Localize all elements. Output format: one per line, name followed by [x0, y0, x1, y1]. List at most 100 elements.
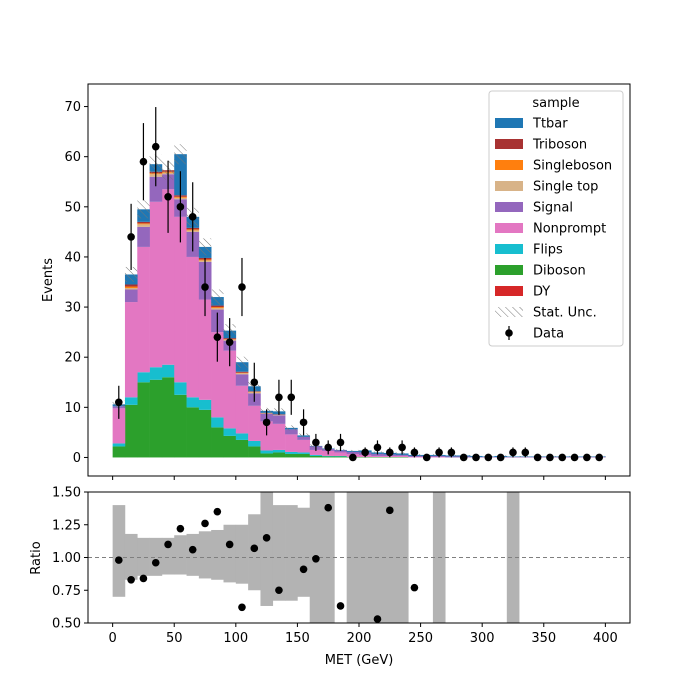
ratio-unc-bin: [297, 507, 311, 597]
legend-swatch: [495, 223, 523, 233]
bar-flips: [248, 440, 261, 447]
bar-diboson: [297, 453, 311, 458]
bar-nonprompt: [124, 302, 138, 398]
bar-singleboson: [211, 307, 224, 309]
data-point: [558, 453, 567, 462]
legend-hatch-swatch: [495, 307, 523, 317]
y-tick-label: 0: [73, 451, 81, 466]
ratio-x-ticks: 0 50 100 150 200 250 300 350 400: [108, 623, 618, 646]
legend-label: Ttbar: [532, 117, 568, 132]
ratio-unc-bin: [506, 492, 520, 623]
legend-label: Triboson: [532, 138, 587, 153]
legend-label: Stat. Unc.: [533, 306, 597, 321]
data-point: [275, 393, 283, 402]
bar-diboson: [235, 439, 249, 458]
legend-label: Diboson: [533, 264, 586, 279]
bar-diboson: [161, 377, 175, 458]
main-y-axis-label: Events: [41, 258, 56, 302]
ratio-point: [324, 503, 333, 512]
ratio-point: [225, 540, 234, 549]
x-tick-label: 0: [108, 631, 116, 646]
data-point: [312, 438, 320, 447]
ratio-y-tick-label: 1.50: [52, 486, 81, 501]
ratio-unc-bin: [223, 524, 237, 583]
x-tick-label: 50: [166, 631, 183, 646]
legend-entry: Diboson: [495, 264, 586, 279]
x-tick-label: 100: [223, 631, 248, 646]
ratio-point: [336, 602, 345, 610]
bar-single-top: [272, 414, 286, 416]
data-point: [299, 418, 308, 427]
ratio-point: [201, 519, 209, 528]
legend-frame: [488, 90, 624, 347]
bar-flips: [260, 450, 274, 454]
bar-triboson: [235, 371, 249, 373]
data-point: [459, 453, 468, 462]
bar-nonprompt: [395, 455, 409, 457]
bar-diboson: [223, 435, 237, 458]
legend-entries: Ttbar Triboson Singleboson Single top Signal…: [495, 117, 612, 342]
ratio-point: [127, 575, 135, 584]
data-point: [595, 453, 604, 462]
stat-unc-bin: [285, 425, 298, 431]
data-point: [447, 448, 456, 457]
bar-nonprompt: [248, 405, 261, 441]
data-points: [114, 107, 604, 462]
ratio-y-tick-label: 0.50: [52, 617, 81, 632]
ratio-unc-bin: [161, 537, 175, 575]
legend-entry: Signal: [495, 201, 573, 216]
x-tick-label: 350: [531, 631, 556, 646]
x-axis-label: MET (GeV): [325, 653, 394, 668]
legend-swatch: [495, 265, 523, 275]
bar-signal: [334, 450, 347, 453]
legend: sample Ttbar Triboson Singleboson Single to…: [488, 90, 624, 347]
bar-signal: [285, 429, 298, 435]
bar-diboson: [186, 407, 200, 458]
bar-flips: [112, 443, 126, 447]
data-point: [324, 443, 333, 452]
bar-single-top: [211, 308, 224, 310]
ratio-unc-bin: [235, 524, 249, 584]
stat-unc-bin: [211, 289, 224, 305]
bar-diboson: [174, 394, 187, 458]
ratio-point: [262, 534, 271, 542]
ratio-unc-bin: [260, 492, 274, 606]
data-point: [262, 418, 271, 427]
ratio-panel: 0.50 0.75 1.00 1.25 1.50 0 50 100 150 200 250 300 3…: [29, 486, 631, 668]
data-point: [127, 233, 135, 241]
ratio-point: [139, 574, 148, 583]
bar-nonprompt: [272, 423, 286, 450]
ratio-unc-bin: [198, 531, 212, 579]
data-point: [238, 283, 246, 291]
data-point: [570, 453, 579, 462]
data-point: [213, 333, 222, 341]
x-tick-label: 300: [470, 631, 495, 646]
stat-unc-bin: [235, 356, 249, 368]
ratio-y-tick-label: 1.25: [52, 518, 81, 533]
bar-flips: [285, 451, 298, 454]
y-tick-label: 70: [64, 100, 81, 115]
bar-flips: [211, 417, 224, 428]
legend-entry: Ttbar: [495, 117, 568, 132]
bar-flips: [297, 452, 311, 454]
bar-nonprompt: [309, 449, 323, 455]
stat-unc-bin: [137, 200, 150, 219]
ratio-point: [385, 506, 394, 515]
legend-swatch: [495, 181, 523, 191]
bar-single-top: [235, 373, 249, 375]
bar-nonprompt: [334, 452, 347, 456]
bar-signal: [346, 451, 360, 454]
legend-swatch: [495, 160, 523, 170]
y-tick-label: 60: [64, 150, 81, 165]
bar-diboson: [149, 379, 163, 458]
bar-signal: [124, 289, 138, 303]
data-point: [201, 283, 209, 291]
bar-flips: [186, 397, 200, 408]
data-point: [176, 203, 185, 211]
bar-triboson: [137, 221, 150, 224]
bar-flips: [198, 399, 212, 410]
ratio-y-axis-label: Ratio: [29, 541, 44, 574]
legend-data-marker: [505, 329, 513, 337]
data-point: [114, 398, 123, 407]
